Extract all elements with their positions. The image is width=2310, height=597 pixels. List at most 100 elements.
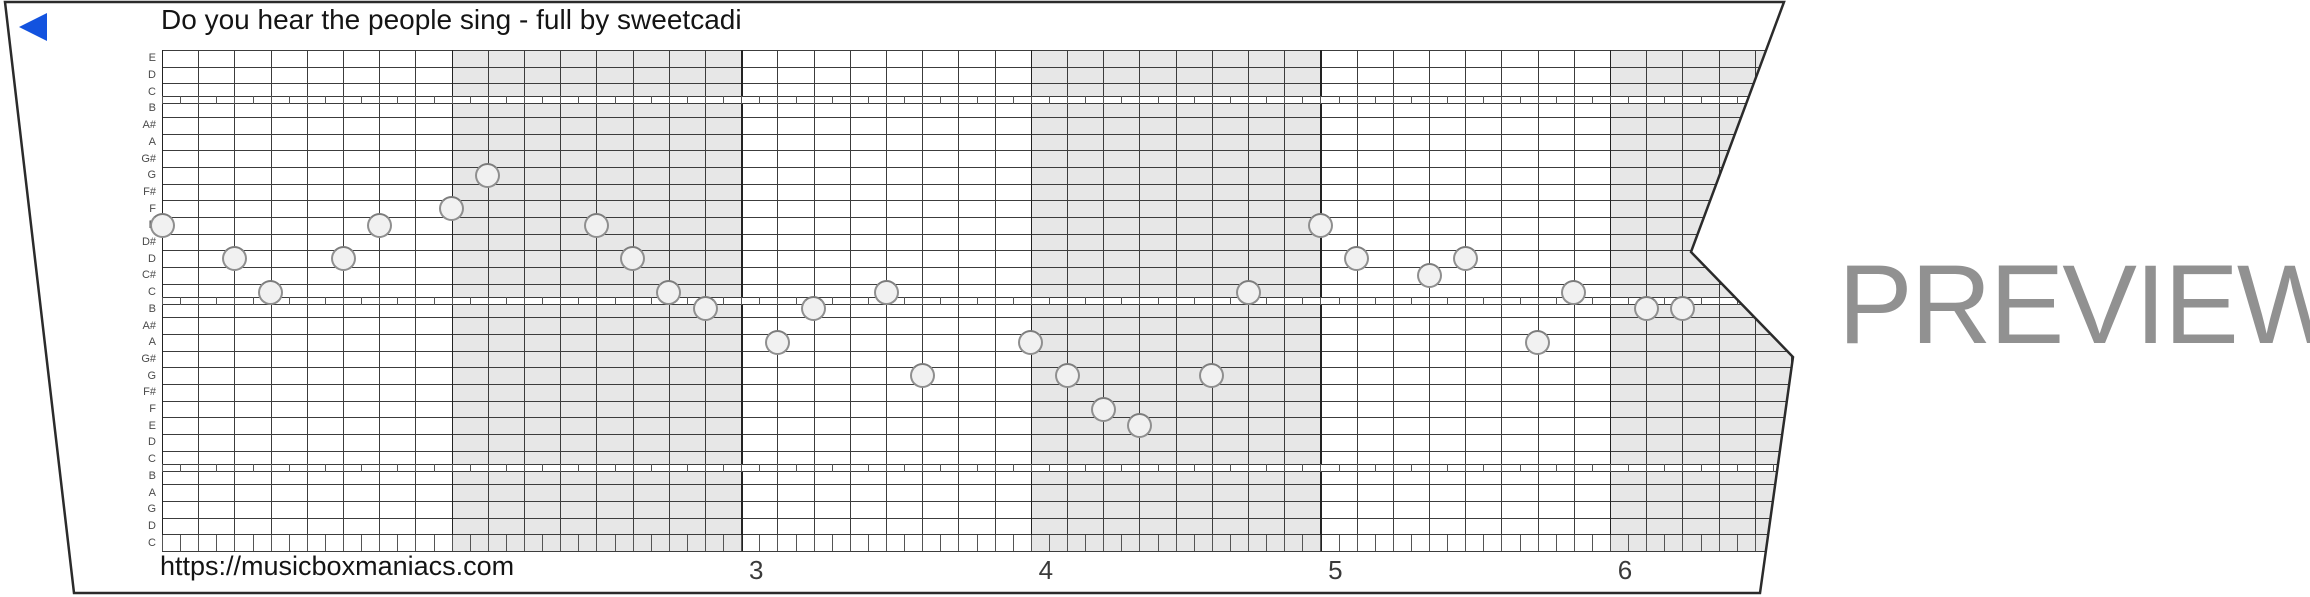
tick-mark: [1103, 296, 1105, 305]
tick-mark: [1591, 296, 1593, 305]
tick-mark: [813, 96, 815, 105]
note-circle[interactable]: [1126, 413, 1152, 439]
tick-mark: [487, 296, 489, 305]
play-button[interactable]: [16, 11, 52, 45]
tick-mark: [270, 534, 272, 551]
tick-mark: [922, 96, 924, 105]
row-label: A: [148, 135, 156, 148]
tick-mark: [1175, 463, 1177, 472]
tick-mark: [1591, 534, 1593, 551]
note-circle[interactable]: [1452, 246, 1478, 272]
tick-mark: [1229, 296, 1231, 305]
tick-mark: [469, 463, 471, 472]
tick-mark: [162, 96, 163, 105]
tick-mark: [1754, 96, 1756, 105]
note-circle[interactable]: [1525, 329, 1551, 355]
tick-mark: [433, 463, 435, 472]
tick-mark: [614, 296, 616, 305]
note-circle[interactable]: [1416, 262, 1442, 288]
tick-mark: [849, 96, 851, 105]
tick-mark: [415, 534, 417, 551]
tick-mark: [1447, 463, 1449, 472]
note-circle[interactable]: [221, 246, 247, 272]
tick-mark: [162, 463, 163, 472]
tick-mark: [1067, 296, 1068, 305]
note-circle[interactable]: [1561, 279, 1587, 305]
tick-mark: [1700, 296, 1702, 305]
note-circle[interactable]: [1018, 329, 1044, 355]
tick-mark: [705, 96, 706, 105]
tick-mark: [1700, 534, 1702, 551]
note-circle[interactable]: [873, 279, 899, 305]
tick-mark: [415, 96, 417, 105]
tick-mark: [922, 296, 924, 305]
tick-mark: [1791, 96, 1792, 105]
tick-mark: [324, 96, 326, 105]
tick-mark: [1537, 296, 1539, 305]
tick-mark: [505, 96, 507, 105]
tick-mark: [867, 463, 869, 472]
row-label: C: [148, 536, 156, 549]
tick-mark: [632, 534, 634, 551]
tick-mark: [1121, 534, 1123, 551]
tick-mark: [180, 296, 182, 305]
note-circle[interactable]: [692, 296, 718, 322]
tick-mark: [198, 463, 200, 472]
preview-watermark: PREVIEW: [1838, 242, 2310, 367]
tick-mark: [487, 463, 489, 472]
tick-mark: [1302, 463, 1304, 472]
note-circle[interactable]: [330, 246, 356, 272]
note-circle[interactable]: [764, 329, 790, 355]
tick-mark: [759, 534, 761, 551]
tick-mark: [976, 296, 978, 305]
note-circle[interactable]: [656, 279, 682, 305]
tick-mark: [1030, 534, 1032, 551]
tick-mark: [795, 463, 797, 472]
tick-mark: [1012, 534, 1014, 551]
note-circle[interactable]: [1235, 279, 1261, 305]
site-url[interactable]: https://musicboxmaniacs.com: [160, 551, 515, 581]
tick-mark: [831, 463, 833, 472]
note-circle[interactable]: [583, 212, 609, 238]
row-label: D#: [141, 236, 156, 249]
note-circle[interactable]: [149, 212, 175, 238]
tick-mark: [1900, 535, 1901, 551]
tick-mark: [343, 296, 344, 305]
tick-mark: [1664, 534, 1666, 551]
tick-mark: [686, 96, 688, 105]
tick-mark: [252, 463, 254, 472]
tick-mark: [180, 463, 182, 472]
note-circle[interactable]: [366, 212, 392, 238]
note-circle[interactable]: [1054, 363, 1080, 389]
tick-mark: [1356, 463, 1358, 472]
tick-mark: [1827, 96, 1828, 104]
tick-mark: [1030, 296, 1032, 305]
tick-mark: [542, 463, 544, 472]
tick-mark: [1610, 463, 1611, 472]
note-circle[interactable]: [909, 363, 935, 389]
tick-mark: [1573, 534, 1575, 551]
tick-mark: [741, 534, 743, 551]
tick-mark: [324, 463, 326, 472]
note-circle[interactable]: [1090, 396, 1116, 422]
tick-mark: [1682, 534, 1684, 551]
note-circle[interactable]: [475, 162, 501, 188]
tick-mark: [1103, 534, 1105, 551]
grid-line-vertical: [1754, 50, 1756, 551]
tick-mark: [650, 463, 652, 472]
note-circle[interactable]: [1633, 296, 1659, 322]
row-label: B: [148, 302, 156, 315]
tick-mark: [1193, 96, 1195, 105]
tick-mark: [1302, 296, 1304, 305]
tick-mark: [1718, 463, 1720, 472]
tick-mark: [542, 96, 544, 105]
note-circle[interactable]: [1307, 212, 1333, 238]
tick-mark: [542, 296, 544, 305]
row-label: D: [148, 436, 156, 449]
note-circle[interactable]: [258, 279, 284, 305]
tick-mark: [1012, 296, 1014, 305]
tick-mark: [1193, 534, 1195, 551]
tick-mark: [1754, 463, 1756, 472]
tick-mark: [1772, 296, 1774, 305]
